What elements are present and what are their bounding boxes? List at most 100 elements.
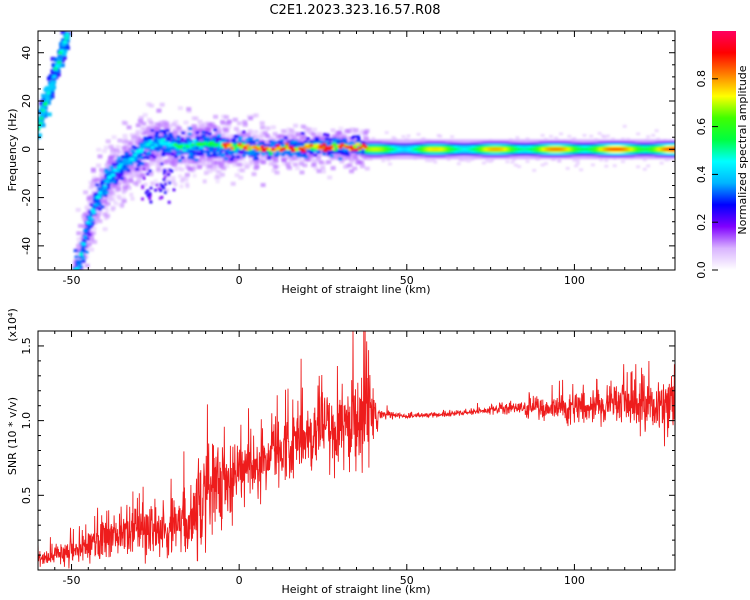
heatmap-cell xyxy=(205,145,210,148)
heatmap-cell xyxy=(330,166,336,171)
heatmap-cell xyxy=(186,130,191,135)
heatmap-cell xyxy=(95,214,101,219)
heatmap-cell xyxy=(191,147,196,151)
heatmap-cell xyxy=(38,125,42,129)
heatmap-cell xyxy=(93,194,98,198)
heatmap-cell xyxy=(264,140,270,145)
heatmap-cell xyxy=(317,132,323,137)
heatmap-cell xyxy=(134,133,140,138)
heatmap-cell xyxy=(188,127,193,131)
heatmap-cell xyxy=(121,174,126,179)
heatmap-cell xyxy=(238,155,244,160)
heatmap-cell xyxy=(141,121,147,126)
heatmap-cell xyxy=(135,136,141,141)
heatmap-cell xyxy=(203,152,209,157)
heatmap-cell xyxy=(240,157,246,162)
heatmap-cell xyxy=(192,173,197,178)
heatmap-cell xyxy=(175,148,180,152)
heatmap-cell xyxy=(134,156,139,160)
heatmap-cell xyxy=(221,147,226,151)
heatmap-cell xyxy=(253,162,259,167)
heatmap-cell xyxy=(312,136,318,141)
heatmap-cell xyxy=(605,134,610,138)
heatmap-cell xyxy=(147,151,152,154)
heatmap-cell xyxy=(142,146,147,149)
heatmap-cell xyxy=(92,205,97,209)
heatmap-cell xyxy=(90,200,96,205)
heatmap-cell xyxy=(217,175,222,180)
heatmap-cell xyxy=(322,133,327,136)
heatmap-cell xyxy=(171,122,177,127)
heatmap-cell xyxy=(96,163,101,168)
heatmap-cell xyxy=(176,126,182,131)
heatmap-cell xyxy=(575,161,580,165)
heatmap-cell xyxy=(92,220,98,225)
heatmap-cell xyxy=(44,94,50,98)
heatmap-cell xyxy=(129,165,135,170)
heatmap-cell xyxy=(97,154,103,159)
heatmap-cell xyxy=(364,166,370,171)
heatmap-cell xyxy=(81,238,86,242)
heatmap-cell xyxy=(235,152,241,157)
heatmap-cell xyxy=(289,143,294,147)
heatmap-cell xyxy=(162,129,167,133)
heatmap-cell xyxy=(463,158,468,162)
heatmap-cell xyxy=(146,156,150,160)
heatmap-cell xyxy=(168,168,172,172)
heatmap-cell xyxy=(139,145,144,148)
heatmap-cell xyxy=(169,161,175,166)
heatmap-cell xyxy=(142,176,146,180)
heatmap-cell xyxy=(57,56,63,61)
heatmap-cell xyxy=(215,125,221,130)
heatmap-cell xyxy=(329,154,334,158)
heatmap-cell xyxy=(676,143,680,146)
heatmap-cell xyxy=(89,203,94,207)
heatmap-cell xyxy=(79,241,84,245)
heatmap-cell xyxy=(167,124,173,129)
heatmap-cell xyxy=(213,128,218,132)
heatmap-cell xyxy=(122,188,128,193)
heatmap-cell xyxy=(314,138,319,142)
heatmap-cell xyxy=(105,208,110,213)
heatmap-cell xyxy=(327,141,332,145)
heatmap-cell xyxy=(202,121,208,126)
heatmap-cell xyxy=(254,164,260,169)
heatmap-cell xyxy=(353,128,359,132)
heatmap-cell xyxy=(91,178,97,183)
heatmap-cell xyxy=(150,154,155,157)
heatmap-cell xyxy=(261,160,267,164)
heatmap-cell xyxy=(540,163,545,167)
heatmap-cell xyxy=(312,140,317,144)
heatmap-cell xyxy=(614,154,619,158)
heatmap-cell xyxy=(128,179,134,183)
heatmap-cell xyxy=(109,178,114,181)
heatmap-cell xyxy=(295,166,300,171)
heatmap-cell xyxy=(352,130,358,135)
heatmap-cell xyxy=(659,161,664,165)
heatmap-cell xyxy=(75,207,81,212)
heatmap-cell xyxy=(83,231,88,234)
heatmap-cell xyxy=(205,166,209,171)
heatmap-cell xyxy=(325,135,331,140)
heatmap-cell xyxy=(110,192,116,197)
heatmap-cell xyxy=(549,134,553,138)
heatmap-cell xyxy=(79,270,83,273)
heatmap-cell xyxy=(299,170,305,175)
heatmap-cell xyxy=(89,213,93,217)
heatmap-cell xyxy=(332,139,337,143)
heatmap-cell xyxy=(182,148,187,152)
heatmap-cell xyxy=(673,152,675,156)
heatmap-cell xyxy=(159,102,165,107)
heatmap-cell xyxy=(104,170,109,174)
heatmap-cell xyxy=(324,141,329,145)
heatmap-cell xyxy=(282,161,288,166)
heatmap-cell xyxy=(170,139,175,143)
heatmap-cell xyxy=(493,143,498,147)
heatmap-cell xyxy=(201,162,207,167)
heatmap-cell xyxy=(117,157,123,162)
heatmap-cell xyxy=(59,45,65,50)
heatmap-cell xyxy=(260,155,266,160)
heatmap-cell xyxy=(215,131,221,136)
heatmap-cell xyxy=(122,185,128,190)
heatmap-cell xyxy=(228,154,234,159)
